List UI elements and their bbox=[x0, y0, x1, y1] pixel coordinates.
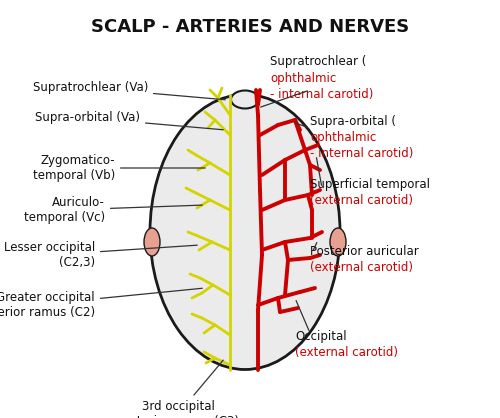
Text: Superficial temporal: Superficial temporal bbox=[310, 178, 430, 191]
Text: SCALP - ARTERIES AND NERVES: SCALP - ARTERIES AND NERVES bbox=[91, 18, 409, 36]
Ellipse shape bbox=[150, 94, 340, 370]
Ellipse shape bbox=[231, 91, 259, 109]
Text: Posterior auricular: Posterior auricular bbox=[310, 245, 419, 258]
Text: Lesser occipital
(C2,3): Lesser occipital (C2,3) bbox=[4, 241, 197, 269]
Text: Supratrochlear (Va): Supratrochlear (Va) bbox=[32, 82, 225, 100]
Text: (external carotid): (external carotid) bbox=[310, 194, 413, 207]
Text: Supra-orbital (Va): Supra-orbital (Va) bbox=[35, 112, 223, 130]
Text: (external carotid): (external carotid) bbox=[295, 346, 398, 359]
Text: - internal carotid): - internal carotid) bbox=[310, 147, 414, 160]
Text: (external carotid): (external carotid) bbox=[310, 261, 413, 274]
Text: ophthalmic: ophthalmic bbox=[310, 131, 376, 144]
Text: Greater occipital
posterior ramus (C2): Greater occipital posterior ramus (C2) bbox=[0, 288, 202, 319]
Text: - internal carotid): - internal carotid) bbox=[270, 88, 374, 101]
Ellipse shape bbox=[144, 228, 160, 256]
Text: Occipital: Occipital bbox=[295, 330, 346, 343]
Text: Zygomatico-
temporal (Vb): Zygomatico- temporal (Vb) bbox=[33, 154, 205, 182]
Text: Auriculo-
temporal (Vc): Auriculo- temporal (Vc) bbox=[24, 196, 202, 224]
Text: 3rd occipital
posterior ramus (C3): 3rd occipital posterior ramus (C3) bbox=[116, 360, 240, 418]
Text: ophthalmic: ophthalmic bbox=[270, 72, 336, 85]
Ellipse shape bbox=[330, 228, 346, 256]
Text: Supra-orbital (: Supra-orbital ( bbox=[310, 115, 396, 128]
Text: Supratrochlear (: Supratrochlear ( bbox=[270, 55, 366, 68]
